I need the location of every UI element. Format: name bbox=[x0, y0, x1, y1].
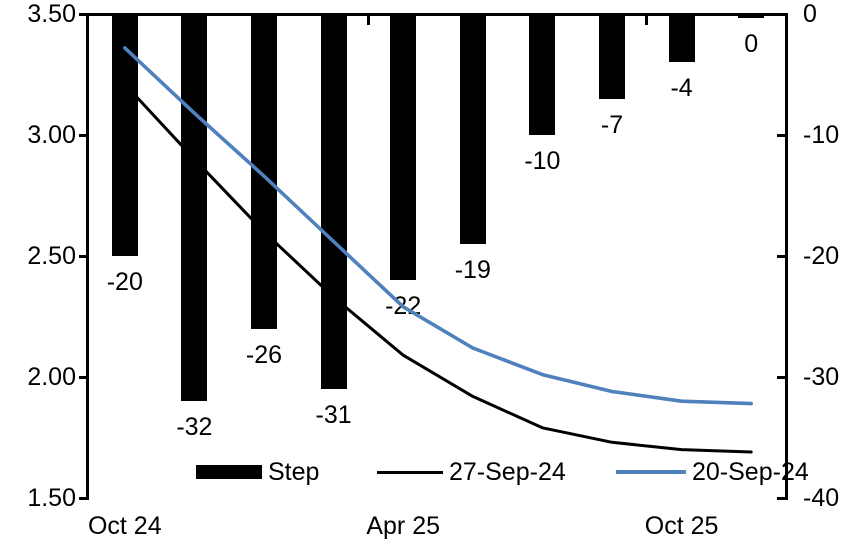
step-bar bbox=[529, 14, 556, 135]
legend-swatch-line bbox=[377, 471, 443, 474]
step-bar-value-label: -26 bbox=[245, 340, 283, 369]
step-bar bbox=[668, 14, 695, 63]
step-bar bbox=[738, 14, 765, 18]
step-bar bbox=[459, 14, 486, 244]
right-axis-tick-label: -40 bbox=[803, 484, 840, 512]
right-axis-tick bbox=[777, 375, 785, 379]
step-bar-value-label: -10 bbox=[524, 147, 561, 175]
legend-swatch-line bbox=[616, 470, 686, 474]
legend-swatch-bar bbox=[196, 465, 262, 479]
left-axis-tick bbox=[79, 375, 87, 379]
top-axis-boundary-tick bbox=[645, 14, 649, 25]
step-bar-value-label: -20 bbox=[106, 268, 143, 296]
x-axis-tick-label: Oct 24 bbox=[87, 512, 162, 540]
left-axis-tick-label: 2.50 bbox=[27, 242, 76, 270]
step-bar-value-label: -19 bbox=[454, 255, 491, 284]
x-axis-tick-label: Apr 25 bbox=[366, 512, 441, 540]
left-axis-line bbox=[86, 13, 89, 500]
top-axis-boundary-tick bbox=[366, 14, 370, 25]
step-bar bbox=[599, 14, 625, 99]
step-bar bbox=[390, 14, 417, 281]
left-axis-tick bbox=[79, 12, 87, 16]
left-axis-tick-label: 2.00 bbox=[27, 363, 76, 391]
right-axis-line bbox=[785, 13, 788, 500]
left-axis-tick-label: 3.50 bbox=[27, 0, 76, 28]
left-axis-tick bbox=[79, 133, 87, 137]
right-axis-tick-label: -10 bbox=[803, 121, 840, 149]
step-bar-value-label: -4 bbox=[670, 74, 693, 103]
step-bar bbox=[251, 14, 277, 329]
right-axis-tick-label: -20 bbox=[803, 242, 840, 270]
legend-label-Step: Step bbox=[268, 458, 320, 486]
left-axis-tick-label: 3.00 bbox=[27, 121, 76, 149]
right-axis-tick bbox=[777, 12, 785, 16]
right-axis-tick-label: 0 bbox=[803, 0, 817, 28]
left-axis-tick bbox=[79, 496, 87, 500]
step-bar bbox=[181, 14, 208, 402]
right-axis-tick bbox=[777, 254, 785, 258]
right-axis-tick bbox=[777, 133, 785, 137]
step-bar-value-label: -7 bbox=[600, 110, 624, 139]
top-axis-line bbox=[87, 13, 788, 16]
step-bar bbox=[320, 14, 347, 390]
step-bar-value-label: -22 bbox=[385, 292, 422, 321]
x-axis-tick-label: Oct 25 bbox=[644, 512, 719, 540]
legend-label-27-Sep-24: 27-Sep-24 bbox=[449, 458, 566, 486]
step-bar bbox=[111, 14, 138, 256]
right-axis-tick-label: -30 bbox=[803, 363, 840, 391]
step-bar-value-label: -31 bbox=[315, 401, 352, 430]
legend-label-20-Sep-24: 20-Sep-24 bbox=[692, 458, 809, 486]
right-axis-tick bbox=[777, 496, 785, 500]
step-bar-value-label: 0 bbox=[744, 30, 759, 58]
left-axis-tick-label: 1.50 bbox=[27, 484, 76, 512]
left-axis-tick bbox=[79, 254, 87, 258]
step-bar-value-label: -32 bbox=[176, 413, 213, 442]
